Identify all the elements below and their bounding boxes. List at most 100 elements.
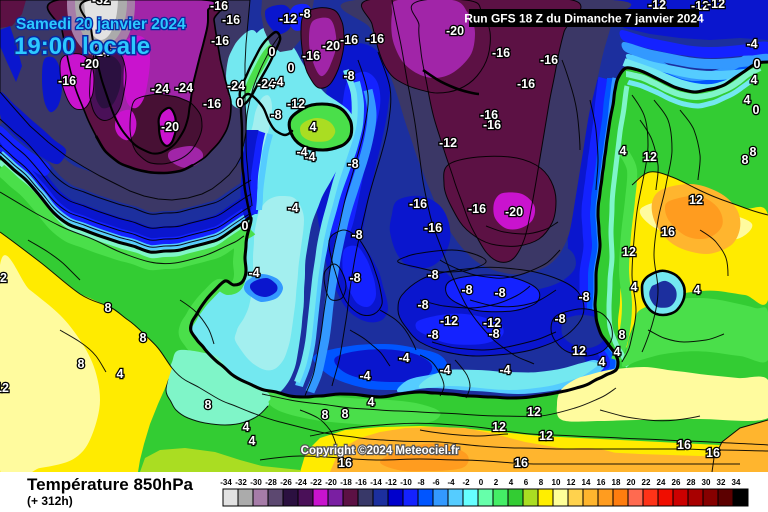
svg-text:-12: -12 [483, 316, 501, 330]
svg-text:10: 10 [552, 478, 561, 487]
svg-text:-16: -16 [355, 478, 367, 487]
svg-text:-8: -8 [343, 69, 354, 83]
svg-text:18: 18 [612, 478, 621, 487]
svg-text:-18: -18 [340, 478, 352, 487]
svg-text:0: 0 [753, 103, 760, 117]
svg-text:-14: -14 [370, 478, 382, 487]
svg-text:-4: -4 [248, 266, 259, 280]
svg-text:16: 16 [677, 438, 691, 452]
svg-text:6: 6 [524, 478, 529, 487]
svg-text:-8: -8 [461, 283, 472, 297]
svg-text:12: 12 [492, 420, 506, 434]
svg-text:-12: -12 [439, 136, 457, 150]
svg-text:-20: -20 [325, 478, 337, 487]
svg-text:4: 4 [620, 144, 627, 158]
svg-text:-12: -12 [440, 314, 458, 328]
svg-text:-16: -16 [203, 97, 221, 111]
svg-text:-12: -12 [287, 97, 305, 111]
svg-text:Copyright ©2024 Meteociel.fr: Copyright ©2024 Meteociel.fr [301, 445, 460, 457]
svg-text:-4: -4 [296, 145, 307, 159]
svg-text:14: 14 [582, 478, 591, 487]
svg-text:-30: -30 [250, 478, 262, 487]
svg-text:4: 4 [694, 283, 701, 297]
svg-text:-4: -4 [499, 363, 510, 377]
svg-text:28: 28 [687, 478, 696, 487]
svg-text:-12: -12 [707, 0, 725, 11]
svg-text:-16: -16 [483, 118, 501, 132]
svg-text:-16: -16 [210, 0, 228, 13]
svg-text:Run GFS 18 Z du Dimanche 7 jan: Run GFS 18 Z du Dimanche 7 janvier 2024 [464, 12, 704, 26]
svg-text:-16: -16 [409, 197, 427, 211]
svg-text:-16: -16 [540, 53, 558, 67]
svg-text:30: 30 [702, 478, 711, 487]
svg-text:0: 0 [242, 219, 249, 233]
svg-text:-6: -6 [432, 478, 440, 487]
svg-text:-8: -8 [578, 290, 589, 304]
svg-text:26: 26 [672, 478, 681, 487]
svg-text:-8: -8 [270, 108, 281, 122]
svg-text:8: 8 [205, 398, 212, 412]
svg-text:4: 4 [509, 478, 514, 487]
svg-text:4: 4 [368, 395, 375, 409]
svg-text:2: 2 [494, 478, 499, 487]
svg-text:20: 20 [627, 478, 636, 487]
svg-text:-8: -8 [554, 312, 565, 326]
svg-text:4: 4 [117, 367, 124, 381]
svg-text:-16: -16 [58, 74, 76, 88]
svg-text:4: 4 [249, 434, 256, 448]
svg-text:-8: -8 [488, 327, 499, 341]
svg-text:-8: -8 [427, 268, 438, 282]
svg-text:-8: -8 [299, 7, 310, 21]
svg-text:-24: -24 [92, 45, 110, 59]
svg-text:0: 0 [288, 61, 295, 75]
svg-text:8: 8 [322, 408, 329, 422]
svg-text:-28: -28 [265, 478, 277, 487]
svg-text:24: 24 [657, 478, 666, 487]
svg-text:34: 34 [732, 478, 741, 487]
svg-text:4: 4 [310, 120, 317, 134]
svg-text:16: 16 [706, 446, 720, 460]
svg-text:-8: -8 [347, 157, 358, 171]
svg-text:-32: -32 [92, 0, 110, 7]
svg-text:0: 0 [237, 96, 244, 110]
svg-text:8: 8 [742, 153, 749, 167]
svg-text:-22: -22 [310, 478, 322, 487]
svg-text:-4: -4 [398, 351, 409, 365]
svg-text:-24: -24 [227, 79, 245, 93]
svg-text:0: 0 [479, 478, 484, 487]
svg-text:-24: -24 [257, 77, 275, 91]
svg-text:-8: -8 [351, 228, 362, 242]
svg-text:0: 0 [754, 57, 761, 71]
svg-text:4: 4 [614, 345, 621, 359]
svg-text:-10: -10 [400, 478, 412, 487]
svg-text:-4: -4 [439, 363, 450, 377]
svg-text:-12: -12 [385, 478, 397, 487]
svg-text:4: 4 [243, 420, 250, 434]
svg-text:-16: -16 [211, 34, 229, 48]
svg-text:12: 12 [689, 193, 703, 207]
svg-text:Samedi 20 janvier 2024: Samedi 20 janvier 2024 [16, 16, 186, 33]
svg-text:8: 8 [619, 328, 626, 342]
svg-text:-20: -20 [81, 57, 99, 71]
svg-text:22: 22 [642, 478, 651, 487]
svg-text:Température 850hPa: Température 850hPa [27, 475, 194, 494]
svg-text:19:00 locale: 19:00 locale [14, 33, 150, 60]
svg-text:-24: -24 [295, 478, 307, 487]
svg-text:8: 8 [750, 145, 757, 159]
svg-text:-16: -16 [366, 32, 384, 46]
svg-text:-16: -16 [302, 49, 320, 63]
svg-text:-4: -4 [272, 75, 283, 89]
svg-text:-4: -4 [746, 37, 757, 51]
svg-text:-8: -8 [494, 286, 505, 300]
svg-text:0: 0 [269, 45, 276, 59]
svg-text:4: 4 [631, 280, 638, 294]
svg-text:12: 12 [0, 381, 9, 395]
svg-text:12: 12 [572, 344, 586, 358]
svg-text:8: 8 [539, 478, 544, 487]
svg-text:-20: -20 [322, 39, 340, 53]
svg-text:8: 8 [105, 301, 112, 315]
svg-text:-12: -12 [279, 12, 297, 26]
svg-text:-8: -8 [349, 271, 360, 285]
svg-text:-34: -34 [220, 478, 232, 487]
svg-text:-16: -16 [424, 221, 442, 235]
